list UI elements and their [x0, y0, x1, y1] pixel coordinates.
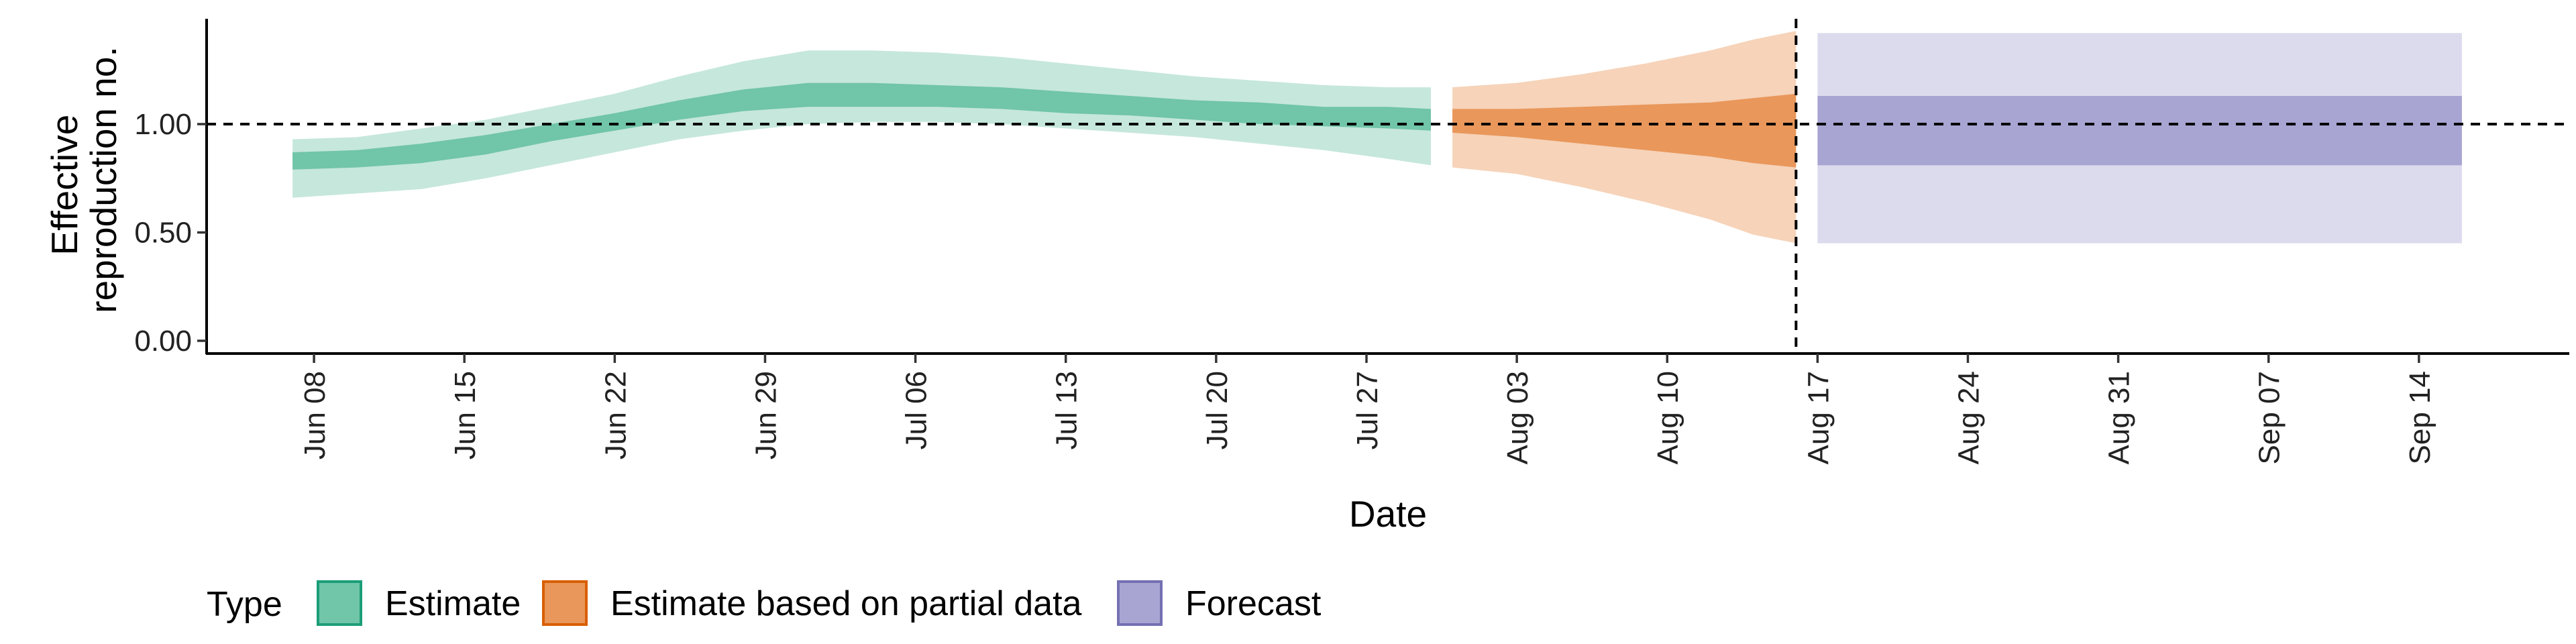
x-tick-label: Jul 27 — [1351, 371, 1384, 449]
estimate-inner-band — [292, 83, 1432, 170]
bands-layer — [292, 31, 2462, 244]
x-tick-label: Jun 29 — [749, 371, 782, 460]
y-axis-title-line-1: Effective — [44, 115, 85, 256]
x-tick-label: Jun 22 — [599, 371, 632, 460]
estimate-based-on-partial-data-inner-band — [1452, 93, 1796, 168]
y-axis-title-line-2: reproduction no. — [83, 46, 124, 313]
legend-key — [542, 580, 588, 626]
axes-layer — [205, 19, 2569, 355]
x-tick-label: Jun 15 — [449, 371, 482, 460]
legend-title: Type — [207, 585, 282, 624]
x-tick-label: Jul 06 — [900, 371, 933, 449]
legend-key — [317, 580, 362, 626]
x-tick-label: Aug 03 — [1501, 371, 1534, 464]
x-tick-label: Aug 17 — [1802, 371, 1835, 464]
legend-entry-label: Forecast — [1185, 584, 1322, 623]
x-tick-label: Jul 20 — [1201, 371, 1234, 449]
x-tick-label: Aug 31 — [2103, 371, 2136, 464]
y-ticks-layer: 0.00 0.50 1.00 — [134, 108, 207, 358]
x-tick-label: Aug 24 — [1952, 371, 1985, 464]
x-axis-title: Date — [1349, 493, 1427, 535]
legend-entry-label: Estimate based on partial data — [610, 584, 1082, 623]
x-tick-label: Jul 13 — [1051, 371, 1083, 449]
reference-lines-layer — [207, 19, 2569, 354]
x-tick-label: Aug 10 — [1652, 371, 1684, 464]
x-tick-label: Jun 08 — [299, 371, 331, 460]
x-tick-label: Sep 07 — [2253, 371, 2286, 464]
x-ticks-layer: Jun 08 Jun 15 Jun 22 Jun 29 Jul 06 Jul 13 Jul … — [299, 354, 2436, 464]
legend-key — [1117, 580, 1163, 626]
y-axis-title: Effective reproduction no. — [44, 46, 124, 313]
x-tick-label: Sep 14 — [2404, 371, 2436, 464]
y-tick-label: 0.00 — [134, 325, 192, 358]
estimate-outer-band — [292, 50, 1432, 198]
y-tick-label: 1.00 — [134, 108, 192, 141]
legend-entry-label: Estimate — [385, 584, 521, 623]
forecast-inner-band — [1817, 96, 2462, 166]
legend: Type Estimate Estimate based on partial d… — [207, 580, 1322, 626]
y-tick-label: 0.50 — [134, 217, 192, 250]
